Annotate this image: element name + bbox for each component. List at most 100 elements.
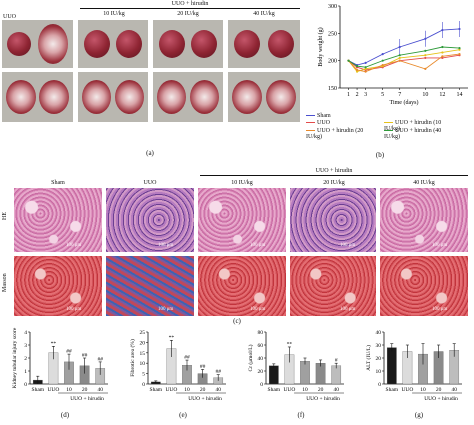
masson-40: 100 μm — [380, 256, 468, 316]
series-point — [364, 70, 367, 73]
y-tick-label: 10 — [140, 361, 146, 367]
significance-mark: ## — [200, 364, 206, 370]
y-tick-label: 150 — [328, 86, 337, 92]
y-tick-label: 40 — [258, 356, 264, 362]
panel-label-g: (g) — [414, 411, 424, 419]
masson-sham: 100 μm — [14, 256, 102, 316]
x-tick-label: UUO — [401, 387, 413, 393]
column-label-40: 40 IU/kg — [253, 11, 275, 17]
he-uuo: 100 μm — [106, 188, 194, 252]
y-tick-label: 4 — [24, 330, 27, 336]
significance-mark: ** — [287, 341, 293, 347]
he-sham: 100 μm — [14, 188, 102, 252]
y-tick-label: 20 — [140, 340, 146, 346]
header-bracket-line-c — [200, 175, 468, 176]
legend-label: UUO + hirudin (10 IU/kg) — [384, 120, 442, 132]
bar — [268, 365, 279, 385]
kidney-photo-10-top — [78, 20, 148, 68]
group-label: UUO + hirudin — [70, 396, 104, 402]
series-point — [355, 68, 359, 72]
panel-label-d: (d) — [60, 411, 70, 419]
x-tick-label: 40 — [215, 387, 221, 393]
hist-row-he: HE — [2, 212, 8, 220]
series-point — [381, 63, 384, 67]
series-point — [424, 56, 427, 60]
x-tick-label: UUO — [165, 387, 177, 393]
series-point — [381, 59, 384, 62]
x-axis-label: Time (days) — [390, 99, 419, 106]
legend-item: UUO — [306, 120, 380, 126]
series-point — [458, 48, 461, 51]
x-tick-label: 20 — [436, 387, 442, 393]
x-tick-label: 20 — [200, 387, 206, 393]
kidney-section-10 — [78, 72, 148, 122]
masson-10: 100 μm — [198, 256, 286, 316]
series-point — [355, 65, 359, 68]
legend-label: UUO + hirudin (40 IU/kg) — [384, 128, 442, 140]
x-tick-label: 12 — [439, 92, 445, 98]
legend-swatch — [306, 122, 315, 124]
group-label: UUO + hirudin — [306, 396, 340, 402]
significance-mark: ## — [215, 369, 221, 375]
series-point — [398, 59, 401, 62]
bar-chart-f: 0 20 40 60 80 Cr (μmol/L) Sham ** UUO 10 20 #40 UUO … — [247, 330, 344, 402]
x-tick-label: 7 — [398, 92, 401, 98]
y-axis-label: Fibrotic area (%) — [129, 339, 136, 377]
column-label-20: 20 IU/kg — [177, 11, 199, 17]
y-axis-label: Body weight (g) — [317, 27, 324, 66]
series-point — [364, 61, 367, 64]
x-tick-label: Sham — [150, 387, 163, 393]
series-point — [458, 46, 461, 50]
y-tick-label: 0 — [24, 382, 27, 388]
significance-mark: ** — [169, 335, 175, 341]
bar — [300, 361, 310, 385]
y-tick-label: 80 — [258, 330, 264, 336]
column-label-uuo: UUO — [3, 14, 16, 20]
he-40: 100 μm — [380, 188, 468, 252]
y-tick-label: 60 — [258, 343, 264, 349]
he-10: 100 μm — [198, 188, 286, 252]
hist-col-10: 10 IU/kg — [231, 180, 253, 186]
bar — [386, 347, 397, 385]
x-tick-label: 40 — [97, 387, 103, 393]
y-tick-label: 40 — [376, 330, 382, 336]
kidney-section-40 — [228, 72, 300, 122]
significance-mark: # — [335, 358, 338, 364]
legend-label: UUO + hirudin (20 IU/kg) — [306, 128, 364, 140]
series-point — [424, 67, 427, 70]
header-uuo-hirudin-c: UUO + hirudin — [315, 168, 353, 174]
legend-item: UUO + hirudin (40 IU/kg) — [384, 128, 458, 140]
x-tick-label: 1 — [347, 92, 350, 98]
series-point — [441, 55, 444, 58]
legend-swatch — [306, 115, 315, 117]
significance-mark: ** — [51, 341, 57, 347]
legend-swatch — [384, 130, 393, 132]
kidney-section-uuo — [2, 72, 73, 122]
significance-mark: ## — [82, 353, 88, 359]
series-line — [348, 46, 460, 68]
y-tick-label: 2 — [24, 356, 27, 362]
x-tick-label: 10 — [422, 92, 428, 98]
y-tick-label: 15 — [140, 351, 146, 357]
series-point — [398, 56, 401, 60]
series-line — [348, 28, 460, 66]
y-tick-label: 1 — [24, 369, 27, 375]
hist-col-sham: Sham — [51, 180, 65, 186]
panel-label-f: (f) — [297, 411, 305, 419]
x-tick-label: 10 — [302, 387, 308, 393]
y-tick-label: 5 — [142, 372, 145, 378]
series-point — [424, 54, 427, 57]
series-point — [364, 67, 367, 70]
series-point — [424, 49, 427, 52]
y-tick-label: 300 — [328, 4, 337, 10]
kidney-photo-uuo-top — [2, 20, 73, 68]
body-weight-legend: Sham UUO UUO + hirudin (10 IU/kg) UUO + hir… — [306, 113, 466, 147]
significance-mark: ## — [184, 355, 190, 361]
masson-uuo: 100 μm — [106, 256, 194, 316]
header-bracket-line — [80, 8, 300, 9]
series-point — [364, 66, 367, 69]
series-point — [441, 51, 444, 54]
y-tick-label: 0 — [378, 382, 381, 388]
series-point — [355, 70, 359, 73]
